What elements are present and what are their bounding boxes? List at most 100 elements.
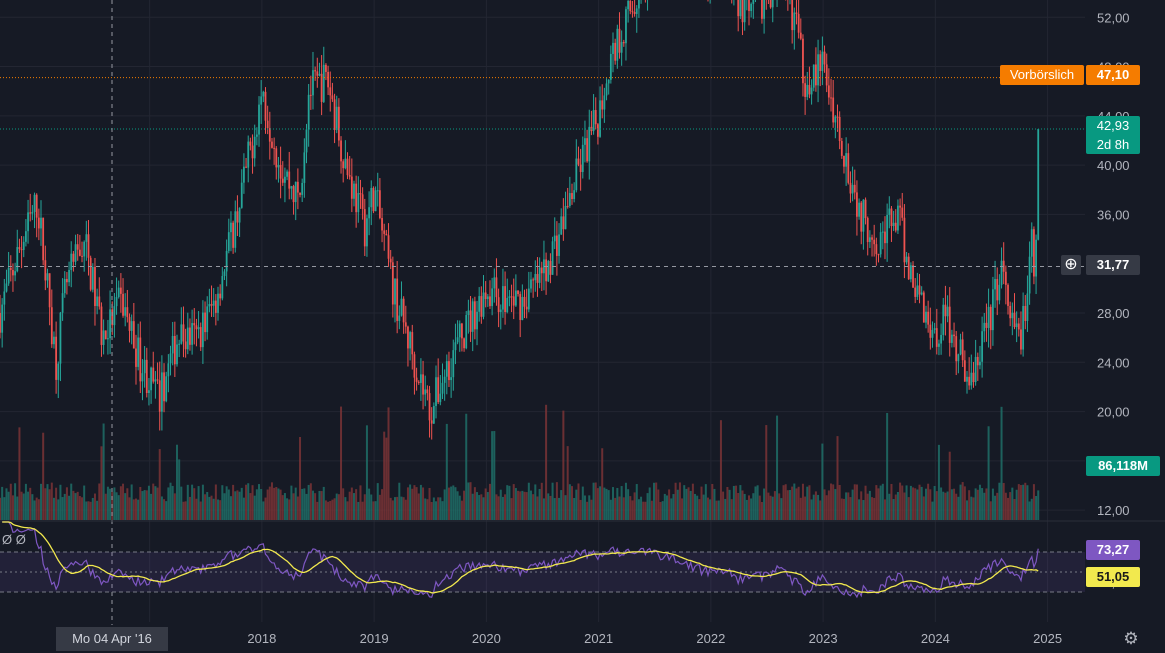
volume-bar [963, 486, 966, 520]
volume-bar [845, 492, 848, 520]
volume-bar [920, 486, 923, 520]
volume-bar [491, 431, 494, 520]
volume-bar [799, 497, 802, 520]
candle-up [344, 158, 347, 169]
candle-down [346, 158, 349, 176]
volume-bar [486, 492, 489, 520]
candle-down [877, 254, 880, 256]
add-alert-plus-icon[interactable]: ⊕ [1061, 255, 1081, 275]
volume-bar [333, 498, 336, 520]
candle-down [1024, 305, 1027, 321]
volume-bar [150, 493, 153, 520]
volume-bar [504, 494, 507, 520]
volume-bar [199, 501, 202, 520]
candle-down [840, 140, 843, 156]
price-tick-label: 28,00 [1097, 306, 1130, 321]
volume-bar [635, 484, 638, 520]
volume-bar [924, 488, 927, 520]
candle-up [933, 328, 936, 330]
candle-up [335, 106, 338, 130]
candle-down [866, 218, 869, 243]
candle-up [888, 208, 891, 215]
candle-down [517, 290, 519, 295]
candle-up [584, 138, 586, 145]
volume-bar [404, 499, 407, 520]
candle-up [1030, 229, 1033, 257]
volume-bar [771, 496, 774, 520]
volume-bar [741, 490, 744, 520]
candle-up [609, 53, 612, 80]
candle-up [398, 315, 401, 321]
candle-up [176, 344, 178, 365]
volume-bar [337, 494, 340, 520]
candle-up [14, 271, 17, 276]
volume-bar [903, 492, 906, 520]
volume-bar [344, 497, 347, 520]
candle-up [506, 297, 509, 313]
candle-up [70, 253, 73, 270]
candle-up [368, 207, 371, 219]
volume-bar [586, 501, 589, 520]
time-tick-label: 2018 [247, 631, 276, 646]
candle-down [340, 140, 342, 162]
volume-bar [476, 492, 479, 520]
volume-bar [618, 496, 621, 520]
candle-up [25, 231, 27, 242]
candle-down [422, 374, 424, 395]
volume-bar [389, 497, 392, 520]
volume-bar [55, 487, 58, 520]
volume-bar [40, 483, 43, 520]
volume-bar [735, 485, 738, 520]
candle-up [987, 306, 990, 328]
volume-bar [411, 488, 414, 520]
volume-bar [789, 489, 792, 520]
volume-bar [417, 493, 420, 520]
candle-down [55, 336, 58, 380]
volume-bar [873, 497, 876, 520]
candle-down [271, 141, 273, 148]
volume-bar [264, 497, 267, 520]
candle-down [236, 211, 239, 223]
volume-bar [240, 487, 243, 520]
volume-bar [204, 494, 207, 520]
volume-bar [195, 498, 198, 520]
volume-bar [109, 488, 112, 520]
volume-bar [5, 488, 8, 520]
volume-bar [1032, 484, 1035, 520]
candle-up [171, 335, 174, 354]
candle-up [1015, 323, 1018, 328]
candle-up [482, 292, 485, 317]
candle-down [204, 312, 206, 333]
candle-down [331, 95, 334, 100]
volume-bar [715, 500, 718, 520]
volume-bar [180, 486, 183, 520]
volume-bar [191, 484, 194, 520]
volume-bar [266, 489, 269, 520]
candle-down [245, 166, 247, 168]
volume-bar [698, 499, 701, 520]
volume-bar [1013, 499, 1016, 520]
volume-bar [978, 484, 981, 520]
gear-icon[interactable]: ⚙ [1123, 629, 1139, 648]
volume-bar [860, 491, 863, 520]
candle-down [562, 216, 565, 230]
candle-up [212, 300, 215, 306]
volume-bar [329, 500, 332, 520]
volume-bar [851, 489, 854, 520]
volume-bar [229, 496, 232, 520]
volume-bar [473, 487, 476, 520]
candle-up [130, 321, 133, 331]
candle-down [622, 42, 625, 44]
volume-bar [456, 491, 459, 520]
rsi-line [2, 521, 1039, 599]
volume-bar [801, 483, 804, 520]
candle-down [968, 376, 971, 386]
rsi-ma-value-tag: 51,05 [1086, 567, 1140, 587]
volume-bar [510, 498, 513, 520]
volume-bar [126, 488, 129, 520]
premarket-label: Vorbörslich [1000, 65, 1084, 85]
volume-bar [804, 496, 807, 520]
candle-up [178, 343, 181, 345]
volume-bar [866, 493, 869, 520]
